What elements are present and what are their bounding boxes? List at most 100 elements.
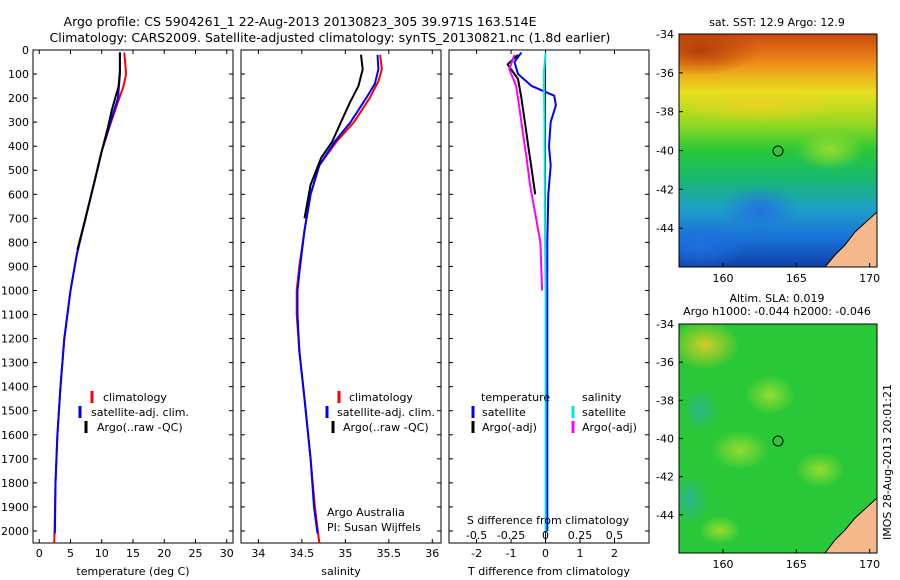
- depth-tick-label: 700: [8, 212, 29, 225]
- x-tick-label: 20: [157, 547, 171, 560]
- t-difference-axis-label: T difference from climatology: [467, 565, 630, 578]
- map-lat-tick-label: -44: [656, 509, 674, 522]
- salinity-legend: climatology satellite-adj. clim. Argo(..…: [325, 391, 435, 434]
- map-lat-tick-label: -40: [656, 145, 674, 158]
- map-lat-tick-label: -36: [656, 356, 674, 369]
- map-lat-tick-label: -44: [656, 222, 674, 235]
- depth-tick-label: 1800: [1, 477, 29, 490]
- depth-tick-label: 300: [8, 116, 29, 129]
- map-lat-tick-label: -38: [656, 106, 674, 119]
- series-line: [508, 54, 544, 291]
- x-tick-label: 10: [95, 547, 109, 560]
- legend-sal-argo-label: Argo(-adj): [582, 421, 637, 434]
- credit-line1: Argo Australia: [327, 506, 405, 519]
- x-tick-label: 30: [220, 547, 234, 560]
- map-lon-tick-label: 160: [713, 272, 734, 285]
- x-tick-label: 2: [611, 547, 618, 560]
- map-lon-tick-label: 170: [859, 272, 880, 285]
- s-difference-axis-label: S difference from climatology: [467, 514, 630, 527]
- x-tick-label: 0: [542, 547, 549, 560]
- temperature-axis-label: temperature (deg C): [76, 565, 189, 578]
- depth-tick-label: 1000: [1, 284, 29, 297]
- x-tick-label: 25: [189, 547, 203, 560]
- x-tick-label: -1: [506, 547, 517, 560]
- depth-tick-label: 2000: [1, 525, 29, 538]
- legend-argo-label: Argo(..raw -QC): [343, 421, 429, 434]
- credit-line2: PI: Susan Wijffels: [327, 521, 421, 534]
- s-diff-tick-label: -0.25: [497, 529, 525, 542]
- map-axes: 160 165 170 -34 -36 -38 -40 -42 -44 160 165 170 -34 -…: [656, 28, 880, 571]
- depth-tick-label: 1200: [1, 333, 29, 346]
- map-lat-tick-label: -42: [656, 183, 674, 196]
- series-line: [303, 54, 364, 219]
- depth-tick-label: 400: [8, 140, 29, 153]
- map-lat-tick-label: -34: [656, 318, 674, 331]
- sst-argo-location-marker: [772, 145, 784, 157]
- series-line: [296, 54, 380, 534]
- legend-climatology-label: climatology: [103, 391, 167, 404]
- depth-tick-label: 200: [8, 92, 29, 105]
- series-line: [513, 51, 557, 531]
- depth-tick-label: 100: [8, 68, 29, 81]
- salinity-axis-label: salinity: [321, 565, 361, 578]
- s-diff-tick-label: -0.5: [466, 529, 487, 542]
- x-tick-label: 1: [577, 547, 584, 560]
- series-line: [76, 52, 121, 250]
- depth-tick-label: 1900: [1, 501, 29, 514]
- map-lat-tick-label: -36: [656, 67, 674, 80]
- profile-panels: 0 5 10 15 20 25 30 34 34.5 35 35.5 36 -2 -1 0 1 2 -0.5 -0.…: [36, 50, 624, 560]
- depth-tick-label: 1400: [1, 381, 29, 394]
- x-tick-label: 15: [126, 547, 140, 560]
- legend-satellite-label: satellite-adj. clim.: [337, 406, 435, 419]
- s-diff-tick-label: 0.5: [606, 529, 624, 542]
- difference-legend: temperature salinity satellite Argo(-adj…: [471, 391, 637, 434]
- s-diff-tick-label: 0.25: [568, 529, 593, 542]
- header-line1: Argo profile: CS 5904261_1 22-Aug-2013 2…: [64, 14, 537, 29]
- temperature-legend: climatology satellite-adj. clim. Argo(..…: [78, 391, 189, 434]
- depth-tick-label: 0: [22, 44, 29, 57]
- legend-sal-satellite-label: satellite: [582, 406, 626, 419]
- sst-map: [679, 34, 877, 267]
- x-tick-label: 35: [338, 547, 352, 560]
- x-tick-label: 34: [251, 547, 265, 560]
- map-lon-tick-label: 170: [859, 558, 880, 571]
- series-line: [542, 52, 547, 531]
- imos-timestamp: IMOS 28-Aug-2013 20:01:21: [881, 384, 894, 540]
- series-line: [53, 52, 128, 544]
- depth-axis: 0 100 200 300 400 500 600 700 800 900 1000 1100 1200…: [1, 44, 649, 538]
- map-lon-tick-label: 165: [786, 272, 807, 285]
- depth-tick-label: 500: [8, 164, 29, 177]
- x-tick-label: 36: [425, 547, 439, 560]
- salinity-panel-frame: [240, 49, 442, 544]
- legend-salinity-heading: salinity: [582, 391, 622, 404]
- sla-map: [679, 324, 877, 553]
- x-tick-label: 0: [36, 547, 43, 560]
- depth-tick-label: 1600: [1, 429, 29, 442]
- legend-temperature-heading: temperature: [481, 391, 550, 404]
- x-tick-label: -2: [471, 547, 482, 560]
- x-tick-label: 34.5: [290, 547, 315, 560]
- depth-tick-label: 1500: [1, 405, 29, 418]
- map-lon-tick-label: 160: [713, 558, 734, 571]
- header-line2: Climatology: CARS2009. Satellite-adjuste…: [50, 30, 611, 45]
- map-lat-tick-label: -38: [656, 394, 674, 407]
- x-tick-label: 35.5: [377, 547, 402, 560]
- sla-map-title2: Argo h1000: -0.044 h2000: -0.046: [683, 305, 871, 318]
- depth-tick-label: 1300: [1, 357, 29, 370]
- map-lon-tick-label: 165: [786, 558, 807, 571]
- x-tick-label: 5: [67, 547, 74, 560]
- legend-temp-satellite-label: satellite: [482, 406, 526, 419]
- depth-tick-label: 900: [8, 260, 29, 273]
- depth-tick-label: 800: [8, 236, 29, 249]
- depth-tick-label: 1700: [1, 453, 29, 466]
- map-lat-tick-label: -40: [656, 433, 674, 446]
- map-lat-tick-label: -42: [656, 471, 674, 484]
- sla-argo-location-marker: [772, 435, 784, 447]
- sst-map-title: sat. SST: 12.9 Argo: 12.9: [709, 16, 845, 29]
- series-line: [53, 52, 121, 534]
- legend-argo-label: Argo(..raw -QC): [97, 421, 183, 434]
- temperature-panel-frame: [32, 49, 234, 544]
- sla-map-title1: Altim. SLA: 0.019: [729, 292, 824, 305]
- difference-panel-frame: [448, 49, 650, 544]
